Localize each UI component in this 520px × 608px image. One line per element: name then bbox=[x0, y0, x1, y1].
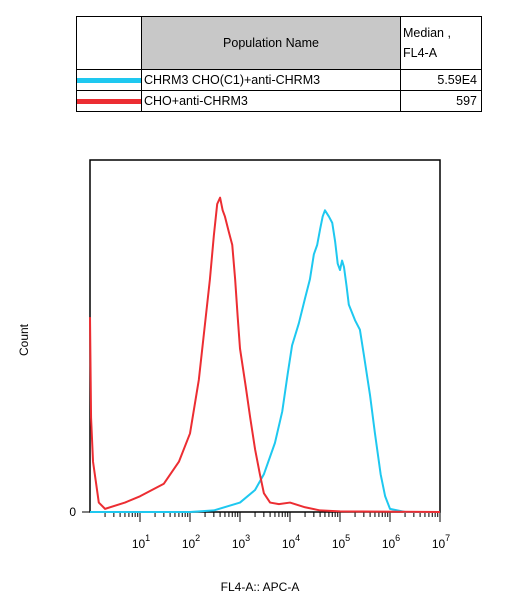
legend-header-median: Median , FL4-A bbox=[400, 16, 482, 70]
y-tick-label-0: 0 bbox=[69, 505, 76, 519]
legend-row-median: 5.59E4 bbox=[400, 69, 482, 91]
legend-row-name: CHO+anti-CHRM3 bbox=[141, 90, 401, 112]
x-tick-base: 10 bbox=[332, 537, 346, 551]
legend-header-blank bbox=[76, 16, 142, 70]
legend-table: Population Name Median , FL4-A CHRM3 CHO… bbox=[76, 16, 482, 112]
x-tick-label: 102 bbox=[182, 533, 200, 551]
x-axis-label: FL4-A:: APC-A bbox=[220, 580, 300, 594]
x-tick-exponent: 1 bbox=[145, 533, 150, 543]
x-tick-label: 104 bbox=[282, 533, 300, 551]
plot-frame bbox=[89, 159, 441, 513]
x-tick-base: 10 bbox=[132, 537, 146, 551]
x-tick-base: 10 bbox=[432, 537, 446, 551]
x-tick-base: 10 bbox=[182, 537, 196, 551]
legend-swatch-cell bbox=[76, 90, 142, 112]
legend-swatch-red bbox=[77, 99, 141, 104]
x-tick-exponent: 3 bbox=[245, 533, 250, 543]
x-tick-exponent: 6 bbox=[395, 533, 400, 543]
x-tick-exponent: 5 bbox=[345, 533, 350, 543]
legend-swatch-blue bbox=[77, 78, 141, 83]
x-tick-label: 105 bbox=[332, 533, 350, 551]
x-tick-exponent: 7 bbox=[445, 533, 450, 543]
x-tick-base: 10 bbox=[232, 537, 246, 551]
x-tick-exponent: 4 bbox=[295, 533, 300, 543]
legend-row-name: CHRM3 CHO(C1)+anti-CHRM3 bbox=[141, 69, 401, 91]
legend-row-median: 597 bbox=[400, 90, 482, 112]
legend-header-median-line2: FL4-A bbox=[403, 46, 438, 60]
x-tick-exponent: 2 bbox=[195, 533, 200, 543]
legend-header-median-line1: Median , bbox=[403, 26, 451, 40]
x-tick-label: 103 bbox=[232, 533, 250, 551]
x-tick-base: 10 bbox=[382, 537, 396, 551]
y-axis-label: Count bbox=[17, 323, 31, 357]
series-line-red bbox=[89, 196, 441, 513]
series-line-blue bbox=[90, 209, 440, 513]
x-tick-base: 10 bbox=[282, 537, 296, 551]
x-tick-label: 107 bbox=[432, 533, 450, 551]
x-tick-label: 101 bbox=[132, 533, 150, 551]
x-tick-label: 106 bbox=[382, 533, 400, 551]
legend-header-population: Population Name bbox=[141, 16, 401, 70]
